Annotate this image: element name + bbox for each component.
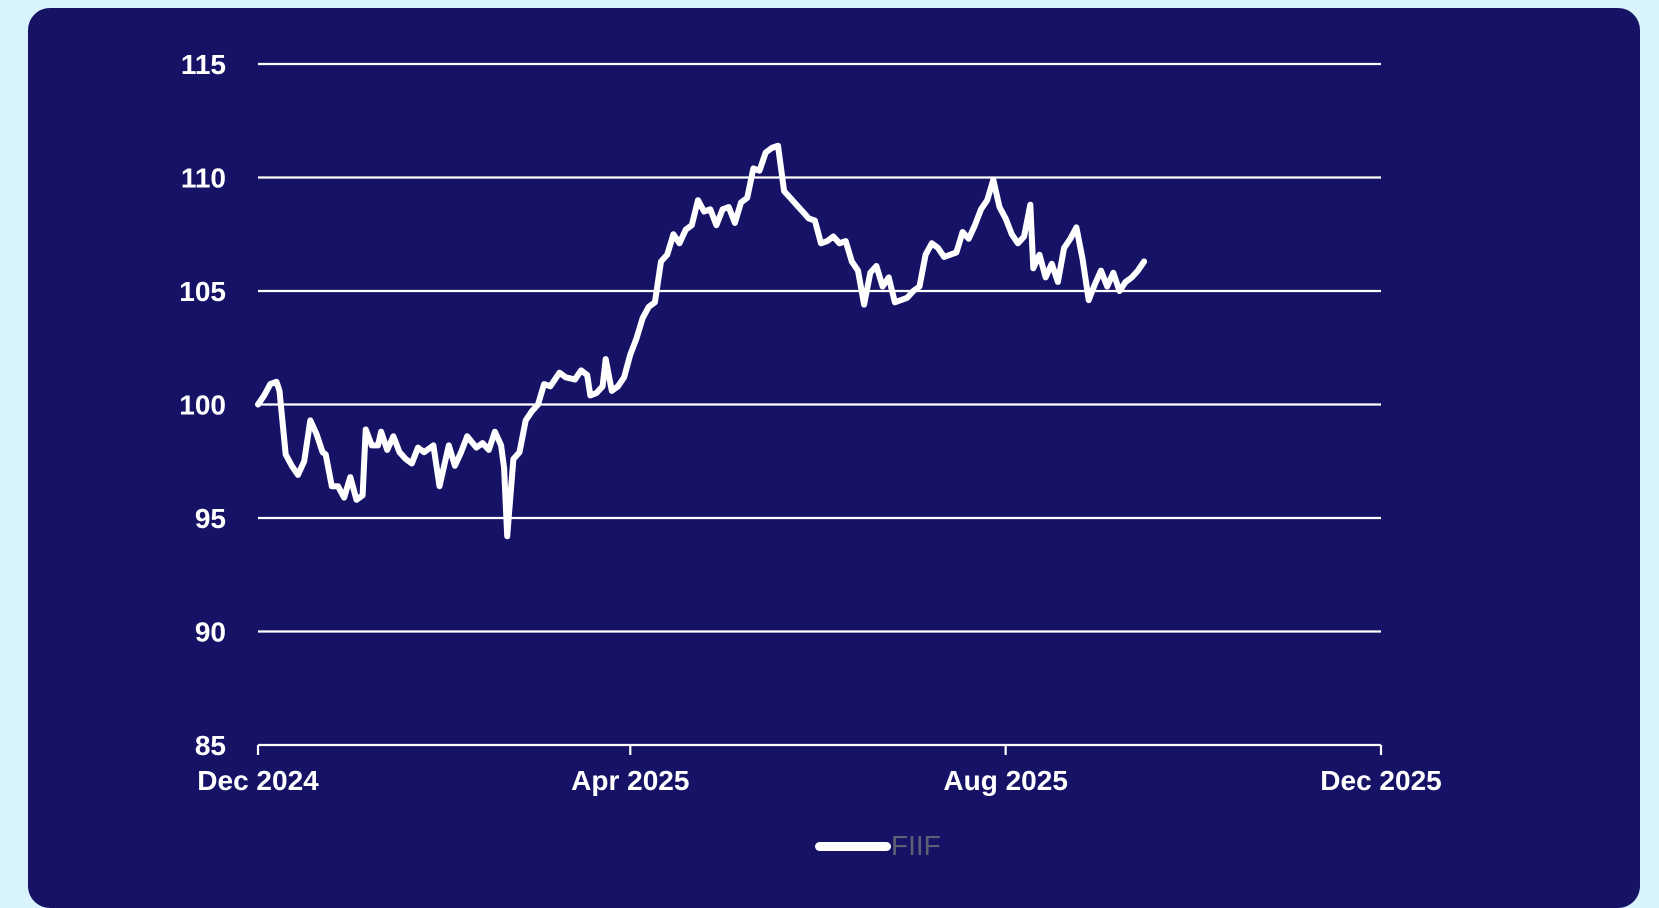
legend-label-fiif: FIIF: [891, 830, 941, 861]
series-lines: [255, 142, 1148, 540]
x-tick-label-2: Aug 2025: [943, 765, 1068, 796]
y-axis-tick-labels: 85 90 95 100 105 110 115: [179, 49, 226, 761]
y-tick-label-95: 95: [195, 503, 226, 534]
legend-swatch-fiif: [815, 841, 891, 851]
y-tick-label-85: 85: [195, 730, 226, 761]
x-axis: [256, 743, 1383, 755]
x-tick-label-0: Dec 2024: [197, 765, 319, 796]
y-tick-label-100: 100: [179, 390, 226, 421]
series-line-fiif: [255, 142, 1148, 540]
y-tick-label-115: 115: [181, 49, 226, 80]
legend: FIIF: [815, 828, 941, 864]
x-tick-label-3: Dec 2025: [1320, 765, 1441, 796]
y-tick-label-105: 105: [179, 276, 226, 307]
y-tick-label-110: 110: [181, 163, 226, 194]
gridlines: [258, 62, 1381, 633]
x-tick-label-1: Apr 2025: [571, 765, 689, 796]
y-tick-label-90: 90: [195, 617, 226, 648]
x-axis-tick-labels: Dec 2024 Apr 2025 Aug 2025 Dec 2025: [197, 765, 1441, 796]
chart-card: [28, 8, 1640, 908]
